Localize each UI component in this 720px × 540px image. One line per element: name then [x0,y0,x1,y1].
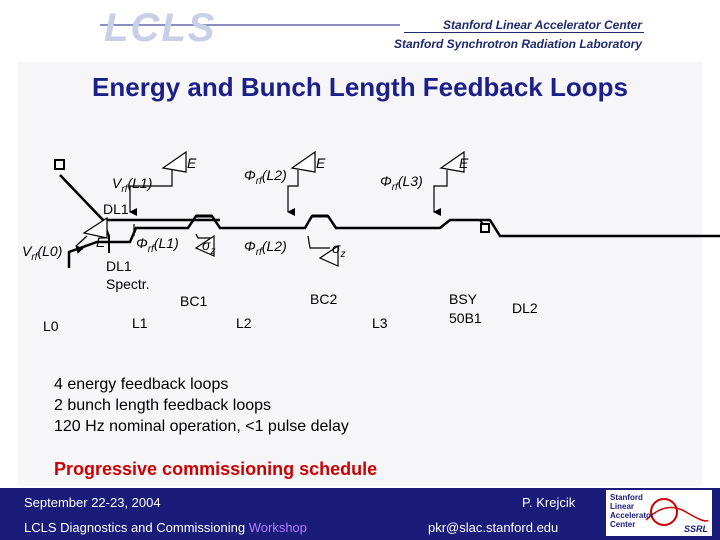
summary-line: 120 Hz nominal operation, <1 pulse delay [54,418,349,435]
label-phirf-l1: Φrf(L1) [136,235,179,255]
label-bc1: BC1 [180,293,208,309]
slide-footer: September 22-23, 2004 LCLS Diagnostics a… [0,488,720,540]
label-dl1: DL1 [103,201,129,217]
footer-meeting-highlight: Workshop [248,520,308,535]
slide-header: LCLS Stanford Linear Accelerator Center … [0,0,720,60]
energy-monitor-2 [290,150,316,173]
label-vrf-l0: Vrf(L0) [22,243,63,263]
arrow-sigz2-to-phil2 [307,235,330,249]
label-l0: L0 [43,318,59,334]
slide-title: Energy and Bunch Length Feedback Loops [92,72,628,102]
arrow-e1-to-vl1 [129,170,173,216]
energy-monitor-4 [82,216,108,239]
label-e2: E [316,155,326,171]
label-dl2: DL2 [512,300,538,316]
label-bsy: BSY [449,291,478,307]
org-line-ssrl: Stanford Synchrotron Radiation Laborator… [393,37,642,51]
label-sigma-z-2: σz [332,240,346,260]
footer-date: September 22-23, 2004 [24,495,161,510]
org-divider [404,32,644,33]
energy-monitor-3 [439,150,465,173]
label-l2: L2 [236,315,252,331]
org-line-slac: Stanford Linear Accelerator Center [443,18,642,32]
energy-monitor-1 [161,150,187,173]
footer-meeting-prefix: LCLS Diagnostics and Commissioning [24,520,249,535]
dump-marker [480,223,490,233]
label-dl1-spectr-2: Spectr. [106,276,150,292]
logo-underline [100,24,400,26]
summary-line: 2 bunch length feedback loops [54,397,272,414]
summary-line: 4 energy feedback loops [54,376,229,393]
footer-author: P. Krejcik [522,495,576,510]
footer-email: pkr@slac.stanford.edu [428,520,559,535]
label-bc2: BC2 [310,291,338,307]
footer-meeting: LCLS Diagnostics and Commissioning Works… [24,520,307,535]
lcls-logo: LCLS [104,6,217,50]
label-phirf-l3: Φrf(L3) [380,173,423,193]
arrow-e2-to-phil2 [287,170,299,216]
label-l1: L1 [132,315,148,331]
slide-body [18,62,702,486]
label-e4: E [96,234,106,250]
arrow-e4-to-vl0 [75,235,88,254]
badge-beam-graphic [645,498,709,526]
badge-ssrl: SSRL [683,524,708,534]
label-phirf-l2-lower: Φrf(L2) [244,238,287,258]
schedule-heading: Progressive commissioning schedule [54,459,378,479]
label-e3: E [459,155,469,171]
label-50b1: 50B1 [449,310,482,326]
slac-ssrl-badge: Stanford Linear Accelerator Center SSRL [606,490,712,536]
label-phirf-l2-upper: Φrf(L2) [244,167,287,187]
gun-marker [54,159,65,170]
bunch-length-monitor-2 [318,244,339,267]
beamline-bsy-dump [450,219,485,227]
label-vrf-l1: Vrf(L1) [112,175,153,195]
bunch-length-monitor-1 [194,234,215,257]
label-dl1-spectr-1: DL1 [106,258,132,274]
arrow-e3-to-phil3 [433,170,448,216]
label-sigma-z-1: σz [202,237,216,257]
arrow-sigz1-to-phil1 [195,233,212,239]
label-l3: L3 [372,315,388,331]
badge-lab-text: Stanford Linear Accelerator Center [610,493,655,529]
feedback-summary: 4 energy feedback loops 2 bunch length f… [54,374,349,437]
label-e1: E [187,155,197,171]
